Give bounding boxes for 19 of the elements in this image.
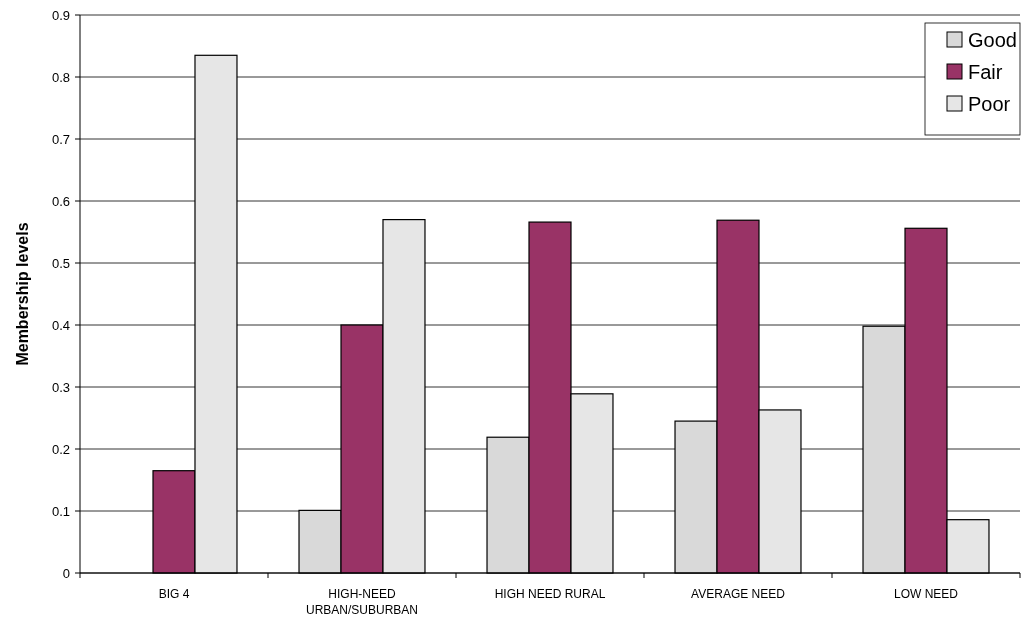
x-tick-label: AVERAGE NEED [691, 587, 786, 601]
x-tick-label: HIGH-NEED URBAN/SUBURBAN [305, 587, 419, 617]
y-tick-label: 0.3 [51, 379, 70, 395]
x-tick-label: BIG 4 [158, 587, 190, 601]
y-tick-label: 0.6 [51, 193, 70, 209]
y-tick-label: 0.9 [51, 7, 70, 23]
y-tick-label: 0.7 [51, 131, 70, 147]
legend-label: Poor [968, 93, 1011, 115]
y-tick-label: 0 [62, 565, 70, 581]
y-tick-label: 0.2 [51, 441, 70, 457]
y-tick-label: 0.5 [51, 255, 70, 271]
y-tick-label: 0.4 [51, 317, 70, 333]
y-tick-label: 0.1 [51, 503, 70, 519]
y-axis-title: Membership levels [14, 222, 31, 366]
x-tick-label: LOW NEED [893, 587, 959, 601]
legend-label: Good [968, 29, 1017, 51]
y-tick-label: 0.8 [51, 69, 70, 85]
legend-label: Fair [968, 61, 1003, 83]
x-tick-label: HIGH NEED RURAL [494, 587, 606, 601]
